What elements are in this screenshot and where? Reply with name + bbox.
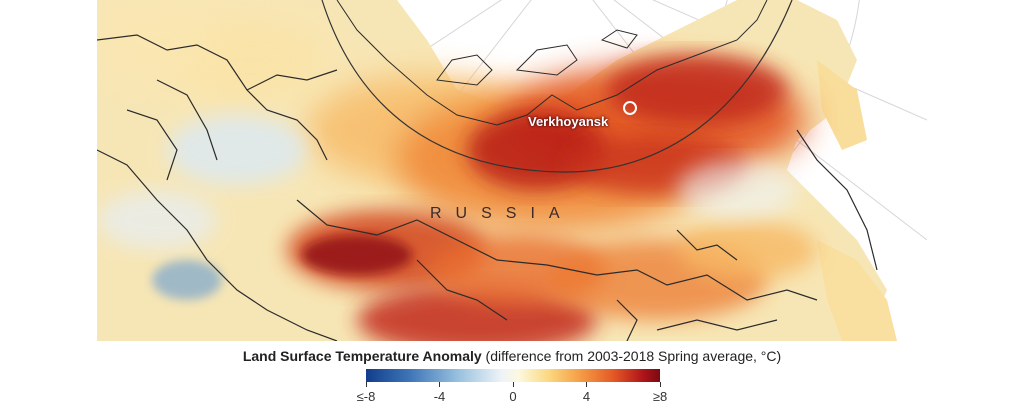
country-borders	[97, 34, 878, 341]
legend-colorbar	[366, 369, 660, 382]
legend-tick-label: 4	[582, 389, 591, 404]
legend-tick-label: 0	[509, 389, 517, 404]
city-marker-icon	[623, 101, 637, 115]
city-label: Verkhoyansk	[528, 114, 609, 129]
coastline	[336, 0, 768, 126]
peninsula-fill	[817, 240, 897, 341]
region-label: RUSSIA	[430, 205, 574, 222]
legend-title-sub: (difference from 2003-2018 Spring averag…	[485, 348, 782, 364]
legend-tick-mark	[512, 382, 514, 387]
anomaly-field	[97, 0, 817, 341]
legend-tick-mark	[365, 382, 367, 387]
legend-title: Land Surface Temperature Anomaly (differ…	[0, 348, 1024, 364]
legend-tick-label: ≥8	[652, 389, 668, 404]
legend-tick-mark	[439, 382, 440, 387]
anomaly-map	[97, 0, 927, 341]
legend-tick-mark	[659, 382, 661, 387]
map-graphic	[97, 0, 927, 341]
legend-title-main: Land Surface Temperature Anomaly	[242, 348, 482, 364]
legend-tick-label: -4	[433, 389, 446, 404]
legend-tick-mark	[586, 382, 587, 387]
legend-tick-label: ≤-8	[356, 389, 376, 404]
kamchatka-fill	[817, 60, 867, 150]
arctic-circle-line	[321, 0, 793, 173]
